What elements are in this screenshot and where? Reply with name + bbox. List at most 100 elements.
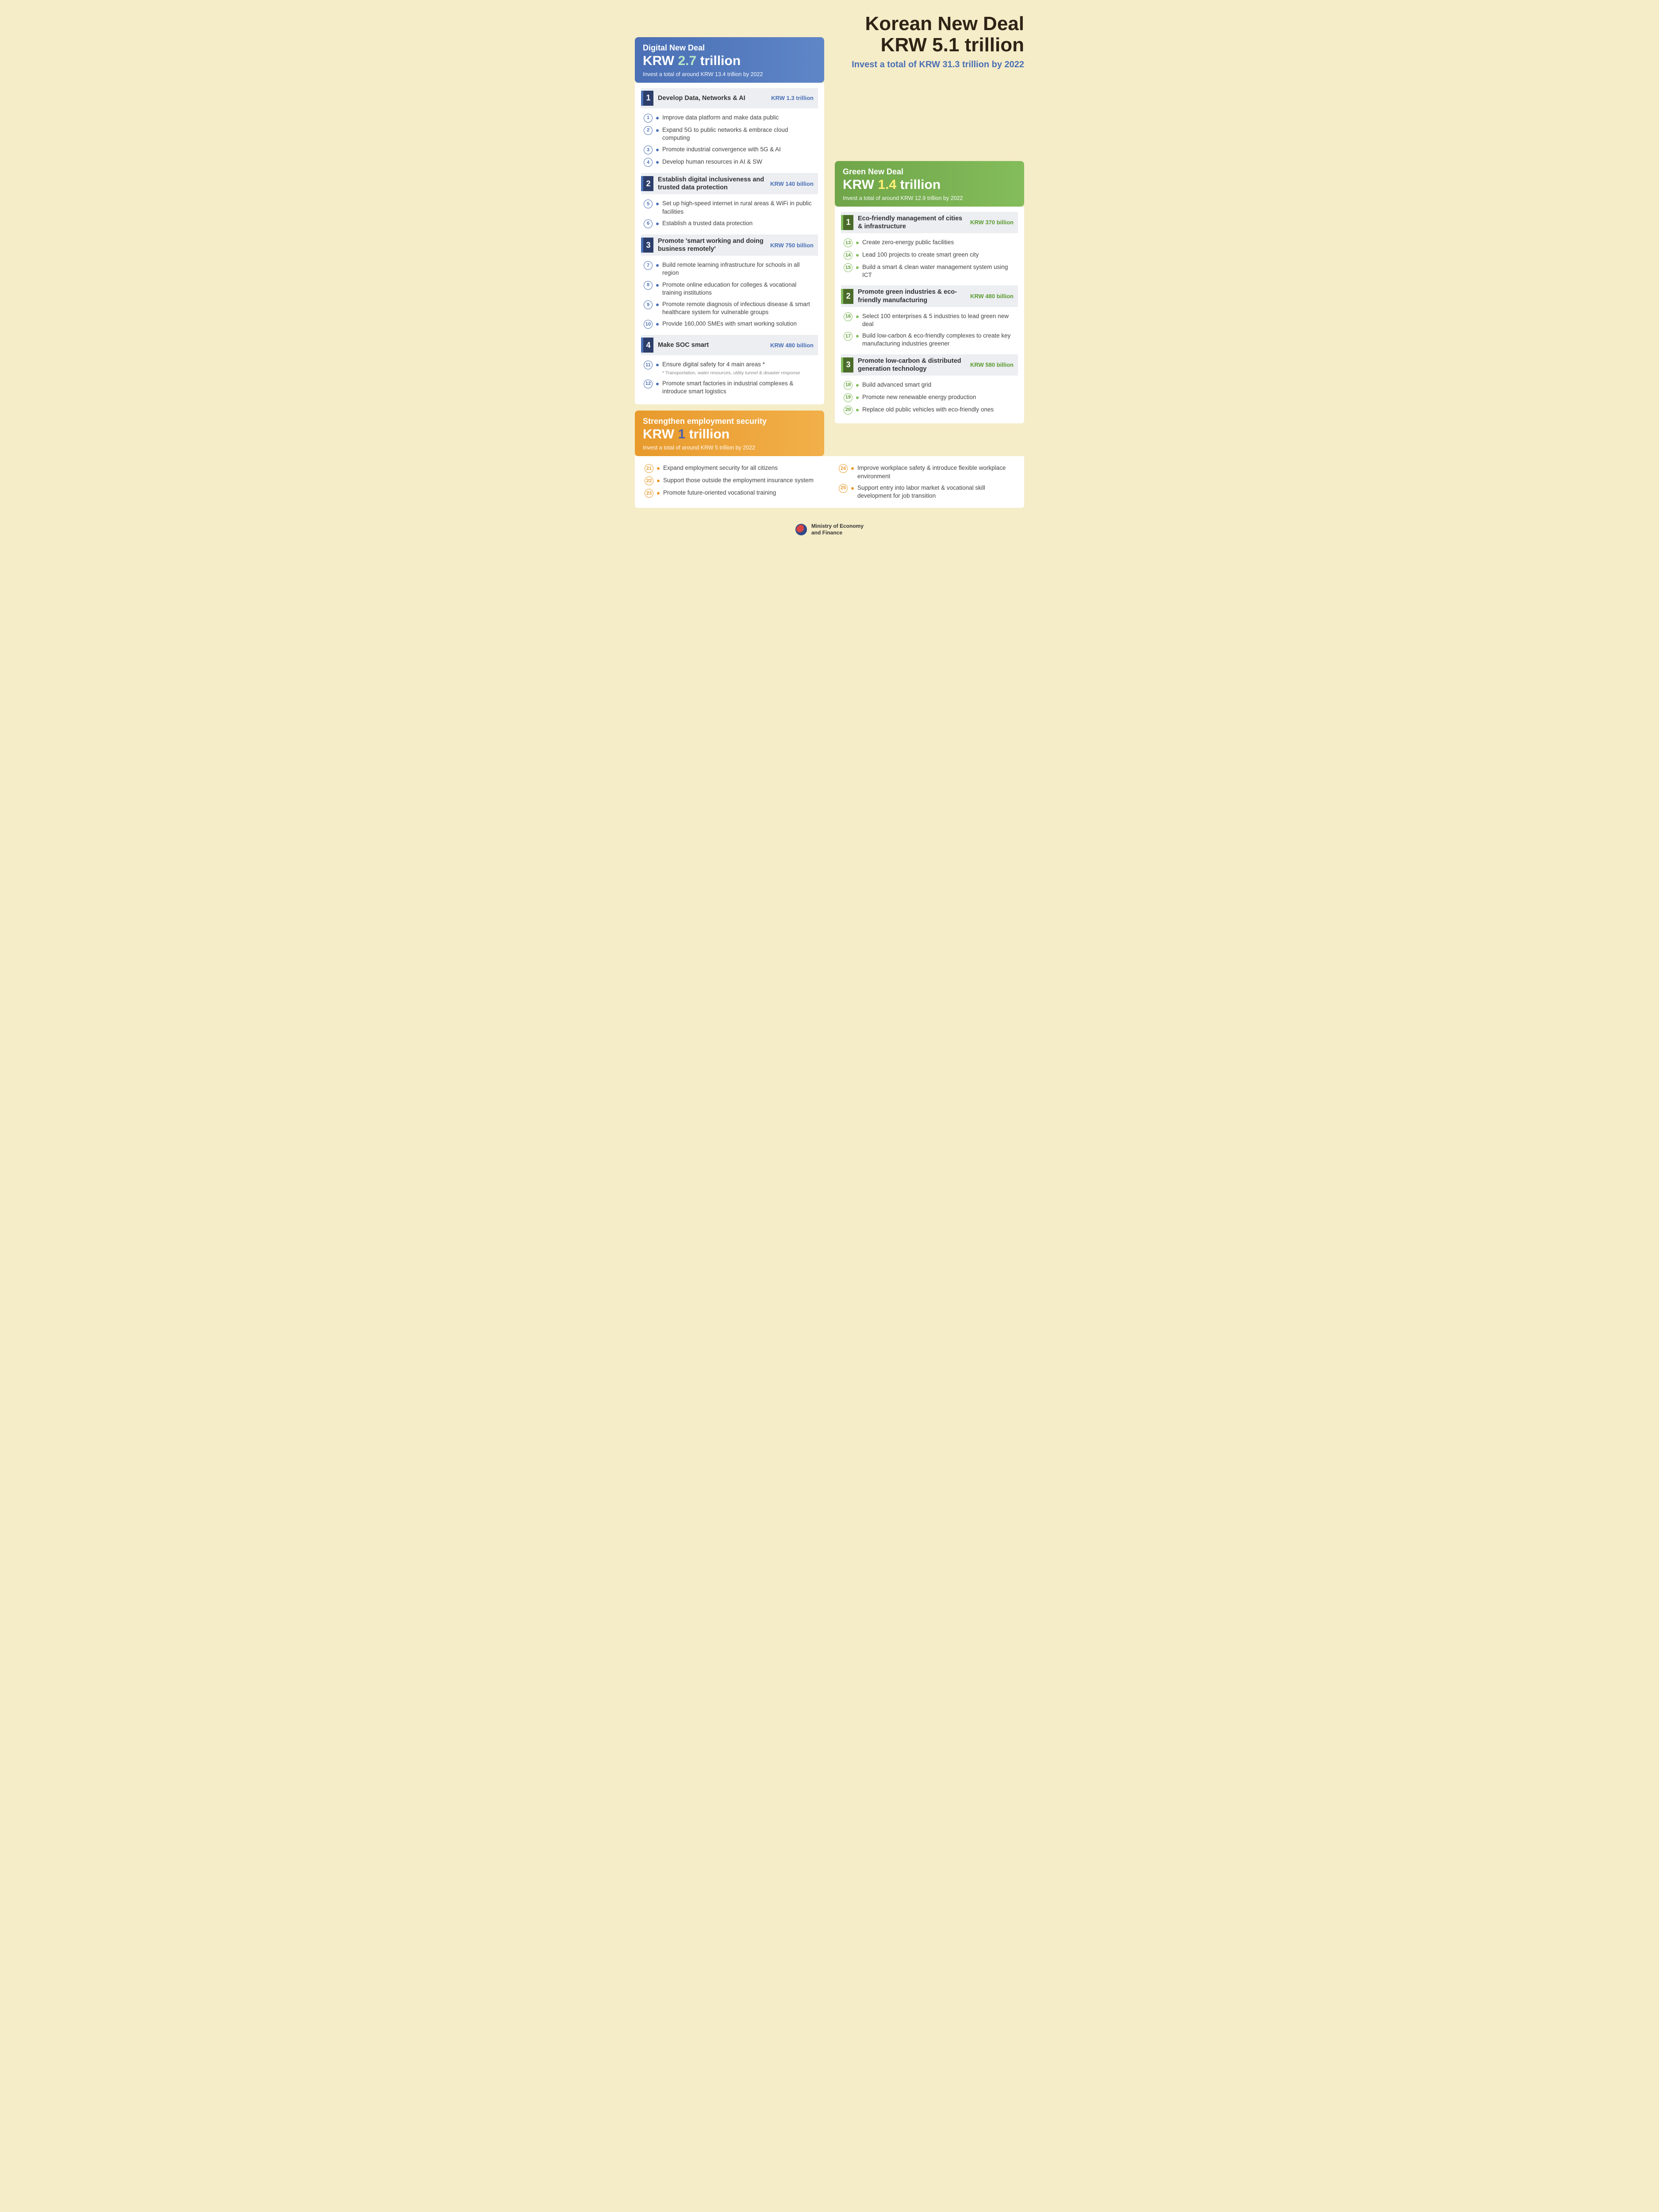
- item-number-icon: 9: [644, 300, 653, 309]
- item-text: Expand employment security for all citiz…: [663, 464, 821, 472]
- item-number-icon: 11: [644, 361, 653, 369]
- bullet-icon: [657, 467, 660, 470]
- item-text: Build low-carbon & eco-friendly complexe…: [862, 332, 1016, 348]
- item-number-icon: 25: [839, 484, 848, 493]
- section-title: Promote low-carbon & distributed generat…: [858, 357, 966, 373]
- item-text: Provide 160,000 SMEs with smart working …: [662, 320, 816, 328]
- section-head: 4Make SOC smartKRW 480 billion: [641, 335, 818, 355]
- green-invest: Invest a total of around KRW 12.9 trilli…: [843, 195, 1016, 201]
- bullet-icon: [656, 364, 659, 366]
- item-number-icon: 16: [844, 312, 853, 321]
- section-number: 1: [641, 91, 653, 106]
- footer: Ministry of Economyand Finance: [635, 517, 1024, 539]
- item-number-icon: 20: [844, 406, 853, 415]
- infographic-page: Korean New Deal KRW 5.1 trillion Invest …: [617, 0, 1042, 548]
- bullet-icon: [656, 161, 659, 164]
- item-number-icon: 7: [644, 261, 653, 270]
- section-amount: KRW 750 billion: [770, 242, 814, 249]
- item-number-icon: 2: [644, 126, 653, 135]
- list-item: 10Provide 160,000 SMEs with smart workin…: [641, 318, 818, 330]
- list-item: 6Establish a trusted data protection: [641, 218, 818, 230]
- section-amount: KRW 140 billion: [770, 180, 814, 187]
- columns: Digital New Deal KRW 2.7 trillion Invest…: [635, 37, 1024, 457]
- item-text: Build advanced smart grid: [862, 381, 1016, 389]
- item-number-icon: 8: [644, 281, 653, 290]
- ministry-logo-icon: [795, 524, 807, 535]
- list-item: 23Promote future-oriented vocational tra…: [642, 487, 823, 499]
- bullet-icon: [851, 467, 854, 470]
- right-column: Green New Deal KRW 1.4 trillion Invest a…: [835, 37, 1024, 457]
- item-number-icon: 13: [844, 238, 853, 247]
- bullet-icon: [856, 266, 859, 269]
- employment-amount: KRW 1 trillion: [643, 427, 816, 442]
- list-item: 3Promote industrial convergence with 5G …: [641, 144, 818, 156]
- item-note: * Transportation, water resources, utili…: [662, 370, 816, 376]
- section-head: 1Develop Data, Networks & AIKRW 1.3 tril…: [641, 88, 818, 108]
- list-item: 8Promote online education for colleges &…: [641, 279, 818, 299]
- section-title: Promote 'smart working and doing busines…: [658, 237, 766, 253]
- item-number-icon: 24: [839, 464, 848, 473]
- item-number-icon: 15: [844, 263, 853, 272]
- digital-name: Digital New Deal: [643, 43, 816, 53]
- bullet-icon: [656, 383, 659, 385]
- bullet-icon: [856, 335, 859, 338]
- section-amount: KRW 370 billion: [970, 219, 1014, 226]
- item-number-icon: 12: [644, 380, 653, 388]
- section-number: 2: [841, 289, 853, 304]
- item-number-icon: 19: [844, 393, 853, 402]
- item-text: Build remote learning infrastructure for…: [662, 261, 816, 277]
- list-item: 13 Create zero-energy public facilities: [841, 237, 1018, 249]
- bullet-icon: [657, 492, 660, 495]
- bullet-icon: [856, 384, 859, 387]
- section-head: 3 Promote 'smart working and doing busine…: [641, 234, 818, 256]
- section-number: 1: [841, 215, 853, 230]
- green-body: 1 Eco-friendly management of cities & inf…: [835, 207, 1024, 423]
- item-text: Support entry into labor market & vocati…: [857, 484, 1015, 500]
- bullet-icon: [856, 315, 859, 318]
- item-text: Promote smart factories in industrial co…: [662, 380, 816, 396]
- list-item: 21Expand employment security for all cit…: [642, 462, 823, 475]
- digital-header: Digital New Deal KRW 2.7 trillion Invest…: [635, 37, 824, 83]
- list-item: 19Promote new renewable energy productio…: [841, 392, 1018, 404]
- employment-col-left: 21Expand employment security for all cit…: [642, 462, 823, 502]
- bullet-icon: [656, 284, 659, 287]
- section-number: 4: [641, 338, 653, 353]
- section-head: 2Establish digital inclusiveness and tru…: [641, 173, 818, 194]
- title-line1: Korean New Deal: [865, 13, 1024, 35]
- item-number-icon: 4: [644, 158, 653, 167]
- section-head: 2 Promote green industries & eco-friendly…: [841, 285, 1018, 307]
- item-text: Support those outside the employment ins…: [663, 476, 821, 484]
- list-item: 7 Build remote learning infrastructure fo…: [641, 259, 818, 279]
- section-number: 3: [841, 357, 853, 373]
- green-header: Green New Deal KRW 1.4 trillion Invest a…: [835, 161, 1024, 207]
- section-title: Promote green industries & eco-friendly …: [858, 288, 966, 304]
- list-item: 20Replace old public vehicles with eco-f…: [841, 404, 1018, 416]
- section-number: 3: [641, 238, 653, 253]
- item-text: Promote industrial convergence with 5G &…: [662, 146, 816, 154]
- item-text: Create zero-energy public facilities: [862, 238, 1016, 246]
- item-text: Promote remote diagnosis of infectious d…: [662, 300, 816, 316]
- employment-name: Strengthen employment security: [643, 417, 816, 426]
- item-text: Develop human resources in AI & SW: [662, 158, 816, 166]
- list-item: 4 Develop human resources in AI & SW: [641, 156, 818, 169]
- list-item: 22Support those outside the employment i…: [642, 475, 823, 487]
- section-title: Make SOC smart: [658, 341, 766, 349]
- item-text: Set up high-speed internet in rural area…: [662, 200, 816, 215]
- digital-body: 1Develop Data, Networks & AIKRW 1.3 tril…: [635, 83, 824, 405]
- bullet-icon: [856, 409, 859, 411]
- item-number-icon: 14: [844, 251, 853, 260]
- list-item: 25 Support entry into labor market & voca…: [836, 482, 1017, 502]
- bullet-icon: [656, 117, 659, 119]
- bullet-icon: [657, 480, 660, 482]
- item-text: Promote future-oriented vocational train…: [663, 489, 821, 497]
- item-text: Build a smart & clean water management s…: [862, 263, 1016, 279]
- list-item: 14 Lead 100 projects to create smart gree…: [841, 249, 1018, 261]
- digital-amount: KRW 2.7 trillion: [643, 54, 816, 69]
- list-item: 18Build advanced smart grid: [841, 379, 1018, 392]
- bullet-icon: [656, 203, 659, 205]
- employment-body: 21Expand employment security for all cit…: [635, 456, 1024, 508]
- bullet-icon: [656, 264, 659, 267]
- item-text: Lead 100 projects to create smart green …: [862, 251, 1016, 259]
- section-title: Eco-friendly management of cities & infr…: [858, 215, 966, 230]
- section-amount: KRW 1.3 trillion: [771, 95, 814, 101]
